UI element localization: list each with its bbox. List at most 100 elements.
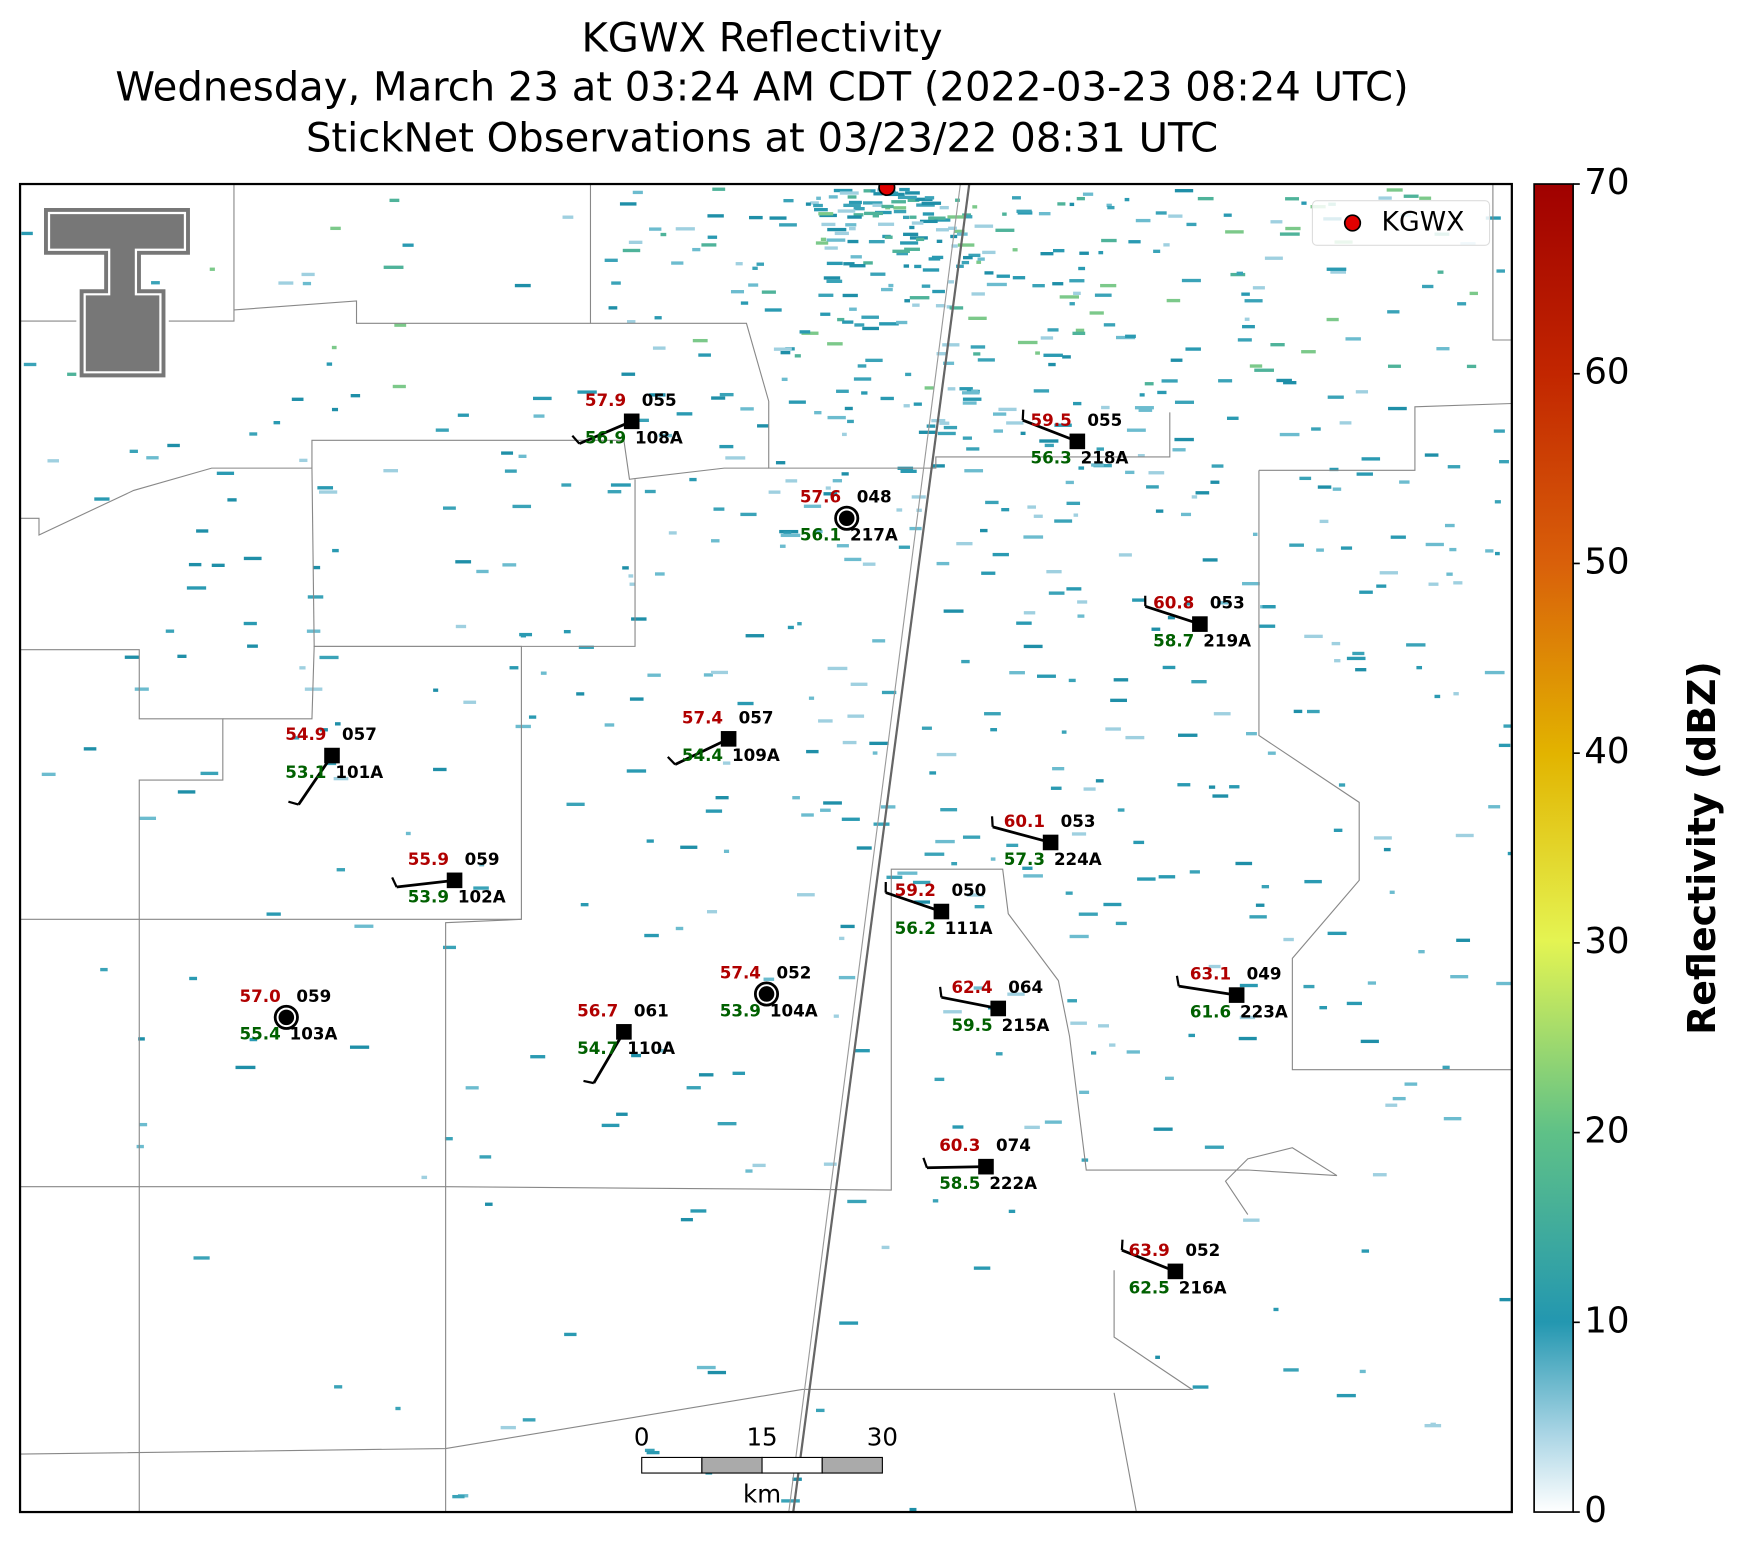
radar-echo (134, 687, 149, 691)
radar-echo (318, 490, 338, 494)
radar-echo (996, 274, 1010, 278)
radar-echo (949, 306, 964, 310)
temperature: 57.4 (682, 707, 723, 727)
pressure: 057 (342, 724, 377, 744)
temperature: 55.9 (408, 849, 449, 869)
temperature: 54.9 (285, 724, 326, 744)
dewpoint: 56.1 (800, 525, 841, 545)
radar-echo (1332, 487, 1342, 491)
pressure: 049 (1247, 964, 1282, 984)
station-id: 223A (1240, 1001, 1288, 1021)
radar-echo (1071, 832, 1087, 836)
radar-echo (689, 477, 697, 482)
scale-label: 0 (634, 1423, 650, 1452)
radar-echo (1386, 188, 1403, 192)
radar-echo (897, 195, 917, 200)
county-line (20, 645, 522, 920)
pressure: 048 (857, 487, 892, 507)
radar-echo (100, 967, 108, 972)
radar-echo (934, 1077, 945, 1082)
radar-echo (1054, 423, 1072, 427)
radar-echo (1466, 364, 1477, 369)
radar-echo (849, 307, 857, 311)
radar-echo (827, 227, 847, 232)
radar-echo (849, 226, 856, 231)
station-id: 215A (1002, 1015, 1050, 1035)
radar-echo (622, 248, 641, 253)
dewpoint: 56.3 (1031, 448, 1072, 468)
temperature: 63.9 (1129, 1240, 1170, 1260)
radar-echo (1389, 890, 1395, 894)
temperature: 60.8 (1153, 593, 1194, 613)
radar-echo (748, 283, 759, 287)
radar-echo (903, 215, 910, 220)
radar-site (878, 184, 896, 196)
radar-echo (1098, 1024, 1110, 1028)
radar-echo (1496, 981, 1512, 986)
radar-echo (1069, 279, 1085, 283)
radar-echo (331, 407, 339, 412)
radar-echo (1498, 743, 1511, 748)
radar-echo (1355, 668, 1367, 672)
radar-echo (1134, 406, 1154, 410)
radar-echo (249, 1037, 258, 1042)
radar-echo (907, 198, 920, 202)
radar-echo (861, 315, 879, 319)
barb-flag (1120, 1239, 1124, 1251)
radar-echo (563, 629, 571, 634)
radar-echo (1138, 408, 1153, 412)
radar-echo (797, 622, 802, 626)
station: 62.4 064 59.5 215A (938, 977, 1050, 1035)
radar-echo (981, 571, 996, 575)
station: 60.1 053 57.3 224A (990, 811, 1102, 869)
scale-segment (641, 1456, 703, 1474)
radar-echo (853, 206, 865, 211)
radar-echo (1289, 543, 1304, 547)
radar-echo (1340, 546, 1353, 550)
radar-echo (824, 246, 838, 250)
radar-echo (792, 796, 800, 800)
pressure: 052 (1185, 1240, 1220, 1260)
radar-echo (826, 279, 843, 283)
barb-flag (1021, 409, 1025, 421)
radar-echo (1346, 656, 1366, 661)
radar-echo (976, 260, 982, 264)
temperature: 57.4 (720, 962, 761, 982)
radar-echo (1293, 709, 1303, 714)
radar-echo (512, 504, 532, 509)
radar-echo (1105, 727, 1121, 731)
radar-echo (211, 563, 225, 567)
radar-echo (773, 347, 792, 351)
radar-echo (780, 350, 791, 355)
radar-echo (41, 772, 56, 777)
radar-echo (1484, 670, 1505, 675)
radar-echo (863, 189, 871, 193)
radar-echo (1016, 209, 1032, 213)
radar-echo (383, 265, 404, 269)
radar-echo (1094, 293, 1112, 297)
radar-echo (177, 790, 196, 794)
radar-echo (515, 724, 531, 729)
radar-echo (671, 261, 684, 265)
dewpoint: 57.3 (1004, 849, 1045, 869)
radar-echo (1078, 912, 1098, 916)
radar-echo (1189, 870, 1200, 874)
radar-echo (1132, 598, 1146, 602)
radar-echo (948, 226, 957, 230)
radar-echo (1208, 964, 1221, 969)
radar-echo (500, 1425, 516, 1430)
radar-echo (909, 1507, 917, 1512)
radar-echo (896, 251, 908, 256)
radar-echo (936, 561, 950, 566)
radar-echo (951, 861, 958, 866)
radar-echo (1330, 270, 1346, 274)
radar-echo (1493, 429, 1505, 433)
county-line (20, 649, 224, 1188)
radar-echo (823, 492, 838, 496)
radar-echo (1331, 641, 1341, 646)
radar-echo (715, 796, 729, 800)
radar-echo (815, 241, 829, 245)
radar-echo (1264, 256, 1283, 260)
station-marker (324, 747, 340, 764)
radar-echo (903, 404, 910, 408)
